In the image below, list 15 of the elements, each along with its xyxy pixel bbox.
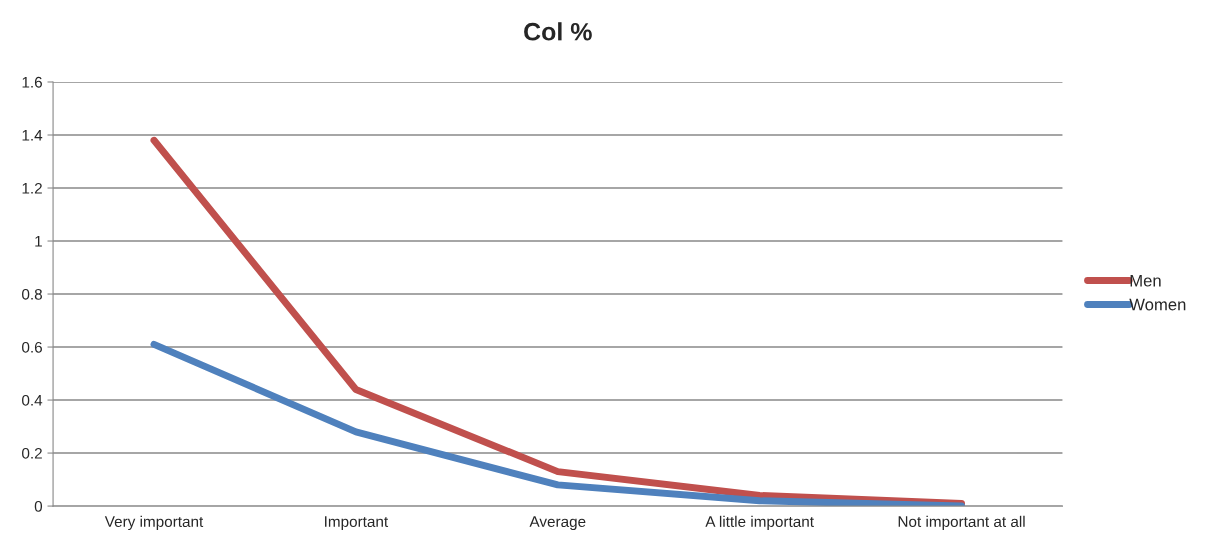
y-tick-label: 0 xyxy=(34,500,43,512)
x-tick-label: Not important at all xyxy=(898,515,1025,531)
y-tick-label: 1.2 xyxy=(22,182,42,194)
chart-title: Col % xyxy=(524,22,592,41)
x-tick-label: Very important xyxy=(104,515,204,531)
x-tick-label: Important xyxy=(325,516,389,531)
x-tick-label: A little important xyxy=(705,515,814,531)
y-tick-label: 0.8 xyxy=(22,288,42,300)
y-tick-label: 1.4 xyxy=(22,130,43,141)
y-tick-label: 0.4 xyxy=(22,394,43,406)
y-tick-label: 1 xyxy=(35,236,42,247)
y-tick-label: 0.2 xyxy=(22,447,42,459)
y-tick-label: 0.6 xyxy=(22,341,42,353)
x-tick-label: Average xyxy=(529,516,586,531)
y-tick-label: 1.6 xyxy=(22,76,42,88)
